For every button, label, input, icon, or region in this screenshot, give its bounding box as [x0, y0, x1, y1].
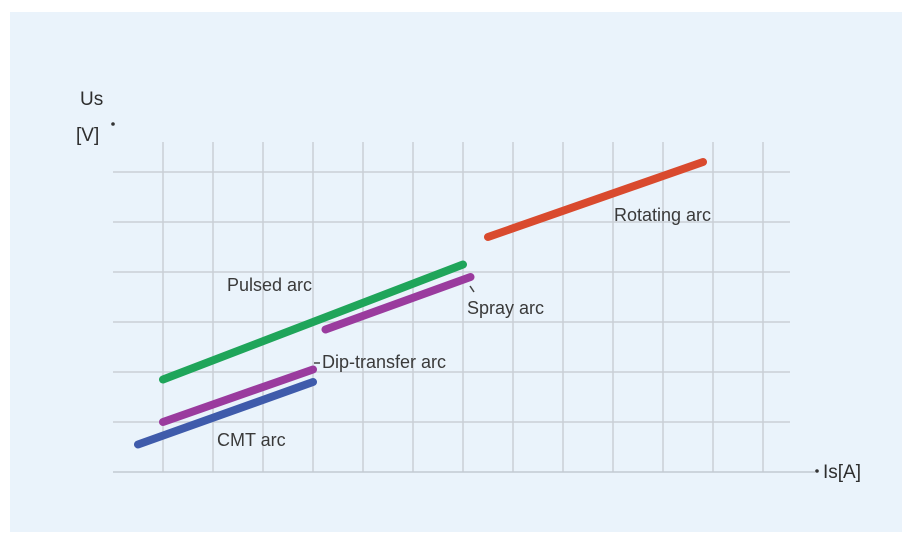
label-dip-transfer-arc: Dip-transfer arc	[322, 352, 446, 372]
series-line-spray-arc	[321, 273, 475, 334]
spray-arc-pointer	[469, 285, 475, 293]
label-cmt-arc: CMT arc	[217, 430, 286, 450]
x-axis-label: Is[A]	[823, 462, 861, 483]
label-rotating-arc: Rotating arc	[614, 205, 711, 225]
series-line-dip-transfer-arc	[159, 365, 317, 426]
label-pulsed-arc: Pulsed arc	[227, 275, 312, 295]
y-axis-label-unit-quantity: Us	[80, 89, 103, 110]
y-axis-label-unit: [V]	[76, 125, 99, 146]
y-axis-arrow-dot	[111, 122, 115, 126]
series-line-rotating-arc	[484, 158, 707, 241]
x-axis-arrow-dot	[815, 469, 819, 473]
grid	[113, 142, 790, 472]
series-line-cmt-arc	[134, 378, 317, 449]
series-line-pulsed-arc	[159, 260, 467, 384]
label-spray-arc: Spray arc	[467, 298, 544, 318]
series-lines	[134, 158, 707, 449]
